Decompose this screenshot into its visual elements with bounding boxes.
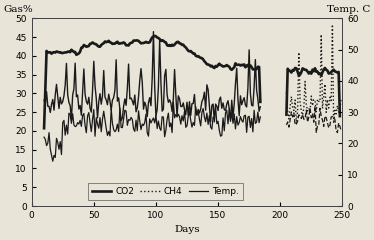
Temp. bbox=[258, 115, 263, 118]
CO2 bbox=[59, 52, 64, 54]
CO2 bbox=[226, 65, 230, 67]
CH4 bbox=[104, 98, 108, 101]
Temp. bbox=[50, 160, 55, 163]
Temp. bbox=[42, 136, 46, 138]
CO2 bbox=[153, 34, 157, 37]
Temp. bbox=[205, 112, 209, 114]
CH4 bbox=[151, 30, 156, 33]
Line: Temp.: Temp. bbox=[44, 102, 260, 161]
CH4 bbox=[59, 102, 64, 105]
CO2 bbox=[104, 41, 108, 44]
CH4 bbox=[227, 108, 232, 110]
CH4 bbox=[185, 101, 189, 104]
Text: Temp. C: Temp. C bbox=[327, 6, 370, 14]
X-axis label: Days: Days bbox=[174, 225, 200, 234]
CO2 bbox=[185, 48, 189, 51]
CH4 bbox=[118, 108, 122, 110]
CO2 bbox=[203, 61, 208, 64]
CH4 bbox=[203, 109, 208, 112]
Temp. bbox=[105, 134, 110, 137]
CH4 bbox=[258, 105, 263, 108]
Line: CH4: CH4 bbox=[44, 32, 260, 122]
Line: CO2: CO2 bbox=[44, 36, 260, 128]
Temp. bbox=[61, 121, 65, 124]
CO2 bbox=[258, 101, 263, 103]
Temp. bbox=[186, 115, 190, 118]
Temp. bbox=[227, 107, 232, 110]
Temp. bbox=[171, 101, 175, 103]
CH4 bbox=[212, 120, 217, 123]
CO2 bbox=[118, 42, 122, 45]
Legend: CO2, CH4, Temp.: CO2, CH4, Temp. bbox=[88, 183, 243, 200]
CH4 bbox=[42, 99, 46, 102]
Text: Gas%: Gas% bbox=[4, 6, 33, 14]
Temp. bbox=[119, 126, 123, 129]
CO2 bbox=[42, 127, 46, 130]
